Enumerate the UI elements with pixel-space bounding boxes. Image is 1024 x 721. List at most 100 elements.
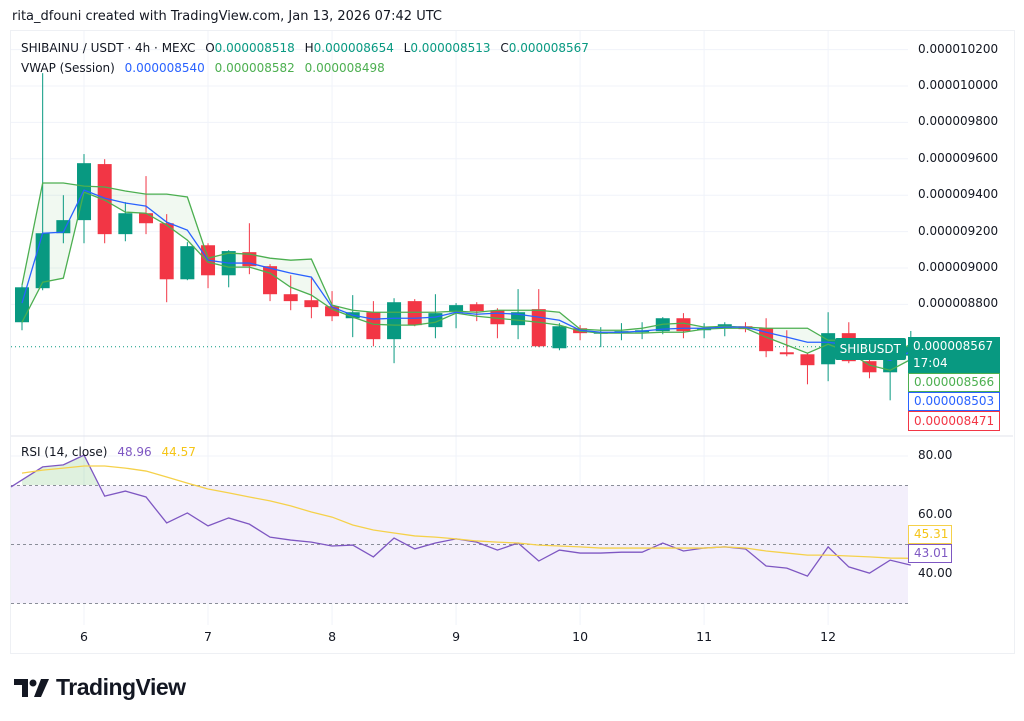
candle-body	[821, 333, 836, 365]
last-price-box: 0.000008567 17:04	[908, 337, 1000, 373]
candle-body	[159, 223, 174, 280]
rsi-band-background	[11, 485, 908, 604]
price-axis-label: 0.000009800	[918, 114, 999, 129]
vwap-title[interactable]: VWAP (Session)	[21, 61, 115, 75]
candle-body	[139, 213, 154, 224]
candle-up	[15, 285, 29, 331]
rsi-lines	[10, 454, 911, 577]
price-axis-label: 0.000009600	[918, 150, 999, 165]
high-label: H	[304, 41, 314, 55]
rsi-ma-value: 44.57	[161, 445, 196, 459]
candle-body	[469, 304, 484, 312]
vwap-lines	[21, 182, 912, 371]
candle-body	[387, 302, 402, 340]
close-value: C0.000008567	[500, 41, 589, 55]
candle-body	[325, 306, 340, 317]
candle-body	[407, 301, 422, 326]
candle-body	[263, 266, 278, 295]
candle-down	[283, 275, 298, 311]
chart-frame	[10, 30, 1015, 654]
candle-down	[201, 243, 216, 289]
open-value: O0.000008518	[205, 41, 295, 55]
candle-body	[118, 213, 133, 235]
time-axis-label: 8	[328, 629, 337, 644]
open-label: O	[205, 41, 215, 55]
candle-body	[304, 300, 319, 308]
candle-up	[552, 323, 567, 351]
time-axis-label: 9	[452, 629, 461, 644]
rsi-axis-label: 60.00	[918, 507, 953, 521]
candle-down	[304, 278, 319, 319]
candle-body	[779, 352, 794, 355]
candle-up	[697, 323, 712, 339]
rsi-title[interactable]: RSI (14, close)	[21, 445, 108, 459]
candle-down	[779, 330, 794, 357]
bar-countdown: 17:04	[913, 356, 948, 370]
candle-down	[139, 176, 154, 235]
candle-down	[676, 313, 691, 339]
candle-body	[759, 328, 774, 352]
price-axis-label: 0.000009200	[918, 223, 999, 238]
rsi-ma-price-label: 45.31	[908, 525, 952, 544]
vwap-price-label: 0.000008503	[908, 392, 1000, 411]
candle-down	[531, 289, 546, 348]
close-label: C	[500, 41, 509, 55]
time-axis-label: 7	[204, 629, 212, 644]
vwap-upper-value: 0.000008582	[214, 61, 295, 75]
candle-up	[387, 298, 402, 364]
time-axis-label: 12	[820, 629, 837, 644]
candle-body	[180, 246, 195, 280]
candle-up	[35, 73, 50, 291]
attribution-text: rita_dfouni created with TradingView.com…	[12, 9, 442, 24]
candle-body	[511, 312, 526, 326]
tradingview-logo[interactable]: TradingView	[14, 674, 186, 701]
candle-up	[717, 322, 732, 337]
candle-body	[862, 361, 877, 373]
candle-body	[15, 287, 29, 323]
vwap-lower-value: 0.000008498	[304, 61, 385, 75]
low-number: 0.000008513	[410, 41, 491, 55]
tradingview-logo-icon	[14, 678, 49, 697]
vwap-upper-band	[21, 182, 912, 356]
low-label: L	[403, 41, 411, 55]
vwap-legend: VWAP (Session) 0.000008540 0.000008582 0…	[21, 61, 391, 75]
last-price: 0.000008567	[913, 339, 994, 353]
candle-body	[56, 220, 71, 234]
candle-down	[800, 353, 815, 385]
candles	[15, 73, 918, 401]
candle-body	[531, 309, 546, 347]
candle-down	[159, 214, 174, 303]
upper-band-price-label: 0.000008566	[908, 373, 1000, 392]
candle-body	[283, 294, 298, 302]
symbol-tag: SHIBUSDT	[834, 338, 906, 360]
rsi-band	[11, 485, 908, 604]
rsi-ma-line	[21, 465, 911, 559]
candle-body	[552, 326, 567, 349]
price-axis-label: 0.000009400	[918, 187, 999, 202]
time-axis-label: 11	[696, 629, 713, 644]
price-axis-label: 0.000008800	[918, 296, 999, 311]
rsi-legend: RSI (14, close) 48.96 44.57	[21, 445, 202, 459]
vwap-line	[21, 189, 912, 361]
symbol-title[interactable]: SHIBAINU / USDT · 4h · MEXC	[21, 41, 196, 55]
candle-up	[221, 250, 236, 288]
high-number: 0.000008654	[313, 41, 394, 55]
candle-up	[118, 202, 133, 242]
low-value: L0.000008513	[404, 41, 491, 55]
high-value: H0.000008654	[305, 41, 394, 55]
candle-up	[449, 303, 464, 329]
rsi-overbought-fill	[22, 455, 100, 485]
rsi-price-label: 43.01	[908, 544, 952, 563]
vwap-value: 0.000008540	[124, 61, 205, 75]
close-number: 0.000008567	[508, 41, 589, 55]
candle-up	[883, 354, 898, 401]
candle-body	[366, 312, 381, 340]
vwap-lower-band	[21, 191, 912, 371]
candle-down	[862, 357, 877, 379]
candle-down	[97, 159, 112, 244]
candle-body	[97, 164, 112, 235]
price-axis-label: 0.000010000	[918, 78, 999, 92]
price-axis-label: 0.000009000	[918, 260, 999, 274]
candle-body	[800, 354, 815, 366]
